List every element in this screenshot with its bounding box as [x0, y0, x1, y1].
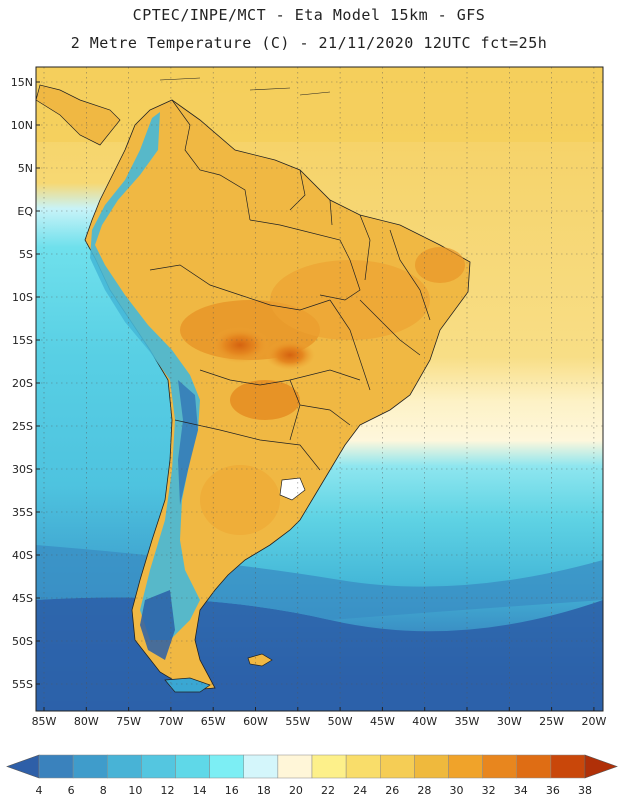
lat-label: EQ	[17, 205, 33, 218]
lon-label: 30W	[497, 715, 522, 728]
lon-label: 45W	[370, 715, 395, 728]
andes-cold-zone	[90, 112, 200, 640]
lat-label: 45S	[12, 592, 33, 605]
lon-label: 70W	[158, 715, 183, 728]
colorbar-label: 28	[417, 784, 431, 797]
colorbar-label: 34	[514, 784, 528, 797]
colorbar-label: 24	[353, 784, 367, 797]
lat-label: 5S	[19, 248, 33, 261]
latitude-labels: 15N 10N 5N EQ 5S 10S 15S 20S 25S 30S 35S 40S 45S 50S 5…	[11, 76, 40, 691]
country-borders	[149, 99, 431, 471]
chart-title-line1: CPTEC/INPE/MCT - Eta Model 15km - GFS	[132, 6, 486, 24]
colorbar-swatch	[72, 754, 108, 779]
longitude-labels: 85W 80W 75W 70W 65W 60W 55W 50W 45W 40W 35W 30W 25W 2…	[32, 707, 606, 728]
colorbar-swatch	[141, 754, 176, 779]
lon-label: 80W	[74, 715, 99, 728]
lat-label: 10N	[11, 119, 33, 132]
colorbar-swatch	[414, 754, 449, 779]
colorbar-swatch	[448, 754, 483, 779]
lat-label: 50S	[12, 635, 33, 648]
colorbar-swatch	[380, 754, 415, 779]
colorbar-swatch	[516, 754, 552, 779]
colorbar-label: 18	[257, 784, 271, 797]
colorbar-label: 4	[36, 784, 43, 797]
lon-label: 75W	[116, 715, 141, 728]
colorbar-swatch	[482, 754, 517, 779]
colorbar-label: 8	[100, 784, 107, 797]
colorbar-swatch	[107, 754, 142, 779]
colorbar-label: 12	[160, 784, 174, 797]
colorbar-label: 38	[578, 784, 592, 797]
colorbar-swatch	[277, 754, 313, 779]
colorbar-swatch	[175, 754, 210, 779]
colorbar-swatch	[345, 754, 381, 779]
lat-label: 25S	[12, 420, 33, 433]
lon-label: 35W	[455, 715, 480, 728]
colorbar-arrow-low	[6, 754, 40, 779]
colorbar-label: 20	[289, 784, 303, 797]
colorbar-swatch	[550, 754, 586, 779]
lon-label: 60W	[243, 715, 268, 728]
colorbar-label: 32	[482, 784, 496, 797]
colorbar-label: 26	[385, 784, 399, 797]
lon-label: 25W	[539, 715, 564, 728]
colorbar-label: 14	[193, 784, 207, 797]
lat-label: 35S	[12, 506, 33, 519]
colorbar-label: 30	[450, 784, 464, 797]
lat-label: 20S	[12, 377, 33, 390]
colorbar-swatch	[243, 754, 279, 779]
colorbar-label: 36	[546, 784, 560, 797]
colorbar-label: 22	[321, 784, 335, 797]
lon-label: 85W	[32, 715, 57, 728]
lat-label: 30S	[12, 463, 33, 476]
colorbar-swatch	[311, 754, 347, 779]
lat-label: 10S	[12, 291, 33, 304]
colorbar-label: 16	[225, 784, 239, 797]
chart-title-line2: 2 Metre Temperature (C) - 21/11/2020 12U…	[70, 34, 548, 52]
colorbar-swatch	[38, 754, 74, 779]
lat-label: 15N	[11, 76, 33, 89]
colorbar: 4 6 8 10 12 14 16 18 20 22 24 26 28 30 32 34 36 38	[6, 754, 618, 797]
lat-label: 5N	[18, 162, 33, 175]
colorbar-label: 6	[68, 784, 75, 797]
colorbar-label: 10	[128, 784, 142, 797]
colorbar-swatch	[209, 754, 244, 779]
lon-label: 55W	[285, 715, 310, 728]
lon-label: 40W	[412, 715, 437, 728]
lat-label: 15S	[12, 334, 33, 347]
map-frame	[35, 66, 604, 712]
lon-label: 65W	[201, 715, 226, 728]
lon-label: 20W	[581, 715, 606, 728]
lat-label: 40S	[12, 549, 33, 562]
lat-label: 55S	[12, 678, 33, 691]
colorbar-arrow-high	[584, 754, 618, 779]
lon-label: 50W	[328, 715, 353, 728]
